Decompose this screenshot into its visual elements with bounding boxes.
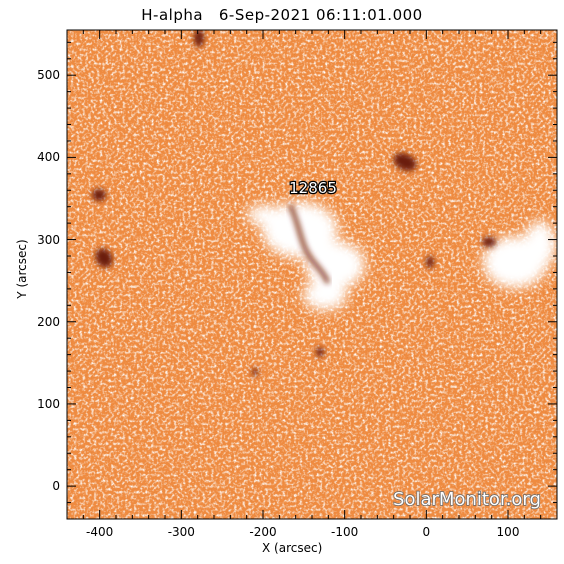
y-tick-label: 400 xyxy=(37,150,60,165)
y-tick-label: 0 xyxy=(52,479,60,494)
dark-filaments-and-spots xyxy=(92,30,496,376)
plage-bright-regions xyxy=(247,202,556,310)
central-filament xyxy=(288,204,330,284)
y-tick-label: 500 xyxy=(37,68,60,83)
active-region-label: 12865 xyxy=(289,179,337,197)
x-tick-label: 100 xyxy=(496,525,520,539)
y-tick-label: 300 xyxy=(37,232,60,247)
x-tick-label: 0 xyxy=(422,525,431,539)
y-tick-label: 200 xyxy=(37,314,60,329)
solarmonitor-watermark: SolarMonitor.org xyxy=(393,489,541,510)
image-title: H-alpha 6-Sep-2021 06:11:01.000 xyxy=(141,6,423,24)
x-tick-label: -300 xyxy=(167,525,195,539)
x-axis-label: X (arcsec) xyxy=(262,541,323,555)
x-tick-label: -200 xyxy=(249,525,277,539)
x-tick-label: -400 xyxy=(86,525,114,539)
y-tick-label: 100 xyxy=(37,396,60,411)
axis-ticks xyxy=(66,30,558,520)
x-tick-label: -100 xyxy=(331,525,359,539)
